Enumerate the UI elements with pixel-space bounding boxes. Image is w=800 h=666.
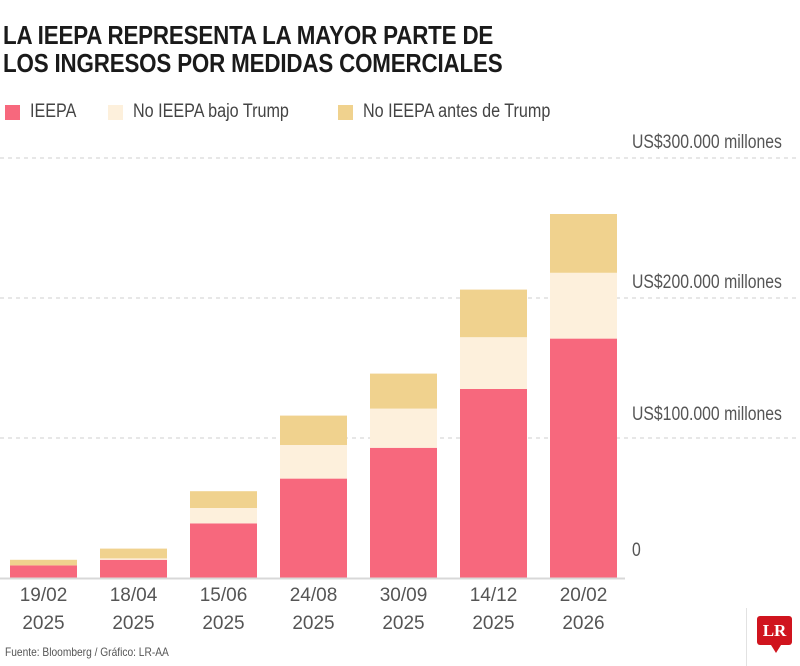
y-tick-label-200k: US$200.000 millones bbox=[632, 272, 782, 293]
bar-segment bbox=[370, 373, 437, 409]
x-tick-label-line: 2026 bbox=[562, 613, 605, 634]
bar-segment bbox=[280, 478, 347, 578]
legend-label: IEEPA bbox=[30, 101, 77, 122]
legend-label: No IEEPA antes de Trump bbox=[363, 101, 551, 122]
bar-segment bbox=[550, 272, 617, 339]
bar-segment bbox=[190, 491, 257, 508]
x-tick-label-line: 2025 bbox=[472, 613, 515, 634]
source-footer: Fuente: Bloomberg / Gráfico: LR-AA bbox=[5, 645, 169, 659]
bar-segment bbox=[460, 289, 527, 338]
bar-segment bbox=[550, 338, 617, 578]
x-tick-label-line: 2025 bbox=[202, 613, 245, 634]
bar-segment bbox=[100, 558, 167, 560]
x-tick-label: 20/02 2026 bbox=[539, 582, 629, 638]
x-tick-label: 30/09 2025 bbox=[359, 582, 449, 638]
bar-segment bbox=[370, 447, 437, 578]
y-tick-label-0: 0 bbox=[632, 540, 641, 561]
bar-segment bbox=[280, 415, 347, 445]
x-tick-label-line: 2025 bbox=[382, 613, 425, 634]
x-tick-label: 24/08 2025 bbox=[269, 582, 359, 638]
bar-segment bbox=[10, 559, 77, 566]
x-tick-label-line: 24/08 bbox=[289, 585, 338, 606]
y-tick-label-300k: US$300.000 millones bbox=[632, 132, 782, 153]
bar-segment bbox=[550, 214, 617, 273]
lr-logo: LR bbox=[757, 616, 792, 653]
legend-no-ieepa-trump: No IEEPA bajo Trump bbox=[108, 101, 316, 123]
x-tick-label: 14/12 2025 bbox=[449, 582, 539, 638]
bar-segment bbox=[100, 548, 167, 559]
bar-segment bbox=[280, 445, 347, 479]
legend-label: No IEEPA bajo Trump bbox=[133, 101, 289, 122]
x-tick-label-line: 19/02 bbox=[19, 585, 68, 606]
legend-swatch-ieepa bbox=[5, 104, 20, 120]
bar-segment bbox=[190, 523, 257, 578]
bar-segment bbox=[460, 389, 527, 578]
y-tick-label-100k: US$100.000 millones bbox=[632, 404, 782, 425]
bar-segment bbox=[10, 565, 77, 578]
chart-title-line-2: LOS INGRESOS POR MEDIDAS COMERCIALES bbox=[3, 48, 503, 78]
x-tick-label: 19/02 2025 bbox=[0, 582, 89, 638]
divider bbox=[746, 608, 747, 666]
bar-segment bbox=[370, 408, 437, 448]
x-tick-label: 15/06 2025 bbox=[179, 582, 269, 638]
bar-segment bbox=[190, 508, 257, 524]
x-tick-label-line: 14/12 bbox=[469, 585, 518, 606]
bar-segment bbox=[100, 559, 167, 578]
legend-ieepa: IEEPA bbox=[5, 101, 85, 123]
legend-no-ieepa-antes: No IEEPA antes de Trump bbox=[338, 101, 583, 123]
bar-segment bbox=[460, 337, 527, 389]
legend-swatch-no-ieepa-antes bbox=[338, 104, 353, 120]
legend-swatch-no-ieepa-trump bbox=[108, 104, 123, 120]
x-tick-label-line: 20/02 bbox=[559, 585, 608, 606]
x-tick-label-line: 2025 bbox=[292, 613, 335, 634]
x-tick-label: 18/04 2025 bbox=[89, 582, 179, 638]
x-tick-label-line: 2025 bbox=[22, 613, 65, 634]
chart-title-line-1: LA IEEPA REPRESENTA LA MAYOR PARTE DE bbox=[3, 20, 494, 50]
x-tick-label-line: 30/09 bbox=[379, 585, 428, 606]
x-tick-label-line: 2025 bbox=[112, 613, 155, 634]
x-tick-label-line: 18/04 bbox=[109, 585, 158, 606]
x-tick-label-line: 15/06 bbox=[199, 585, 248, 606]
